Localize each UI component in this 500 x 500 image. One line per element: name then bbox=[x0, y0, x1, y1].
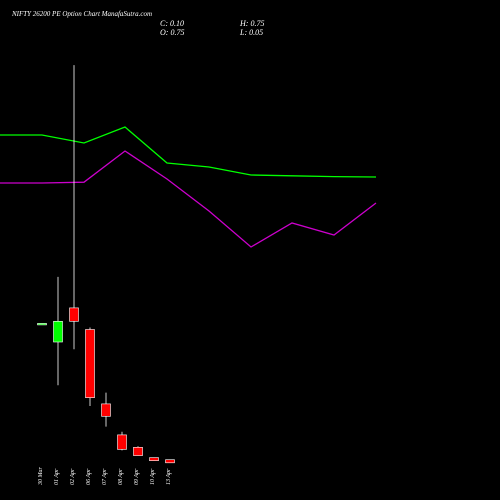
x-tick-label: 08 Apr bbox=[118, 468, 124, 485]
candle-body bbox=[85, 329, 95, 398]
x-tick-label: 30 Mar bbox=[38, 467, 44, 485]
close-value: C: 0.10 bbox=[160, 19, 184, 28]
open-value: O: 0.75 bbox=[160, 28, 185, 37]
candle-body bbox=[133, 446, 143, 456]
x-tick-label: 02 Apr bbox=[70, 468, 76, 485]
indicator-lines bbox=[0, 126, 377, 248]
x-tick-label: 09 Apr bbox=[134, 468, 140, 485]
candle-body bbox=[149, 457, 159, 462]
low-value: L: 0.05 bbox=[240, 28, 264, 37]
x-tick-label: 13 Apr bbox=[166, 468, 172, 485]
candle-body bbox=[165, 459, 175, 464]
candle-body bbox=[101, 403, 111, 417]
candle-body bbox=[69, 307, 79, 322]
high-value: H: 0.75 bbox=[240, 19, 265, 28]
indicator-line-1 bbox=[0, 126, 377, 178]
x-tick-label: 06 Apr bbox=[86, 468, 92, 485]
x-tick-label: 07 Apr bbox=[102, 468, 108, 485]
x-tick-label: 01 Apr bbox=[54, 468, 60, 485]
indicator-line-2 bbox=[0, 150, 377, 248]
x-tick-label: 10 Apr bbox=[150, 468, 156, 485]
candles bbox=[37, 65, 175, 464]
candle-body bbox=[37, 323, 47, 326]
candle-body bbox=[117, 434, 127, 450]
candle-body bbox=[53, 320, 63, 343]
chart-title: NIFTY 26200 PE Option Chart ManafaSutra.… bbox=[12, 10, 153, 18]
